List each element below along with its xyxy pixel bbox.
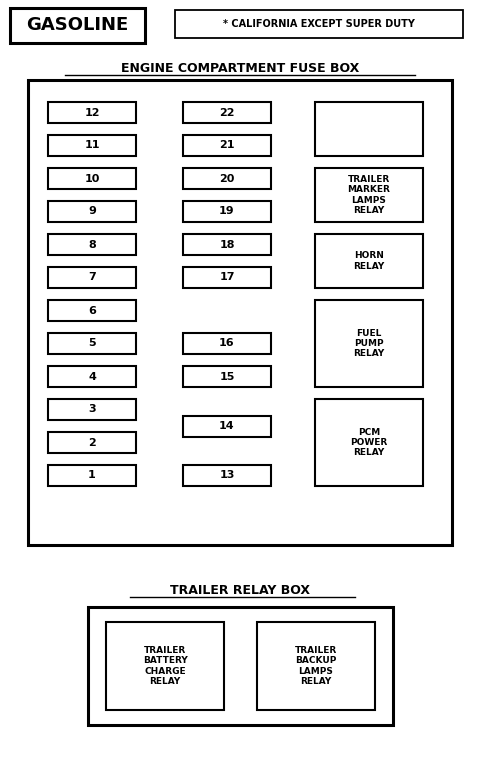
Bar [48, 135, 136, 156]
Text: 20: 20 [219, 174, 235, 183]
Bar [183, 416, 271, 436]
Text: 5: 5 [88, 338, 96, 348]
Text: 12: 12 [84, 107, 100, 117]
Bar [48, 366, 136, 387]
Text: 4: 4 [88, 371, 96, 381]
Text: 3: 3 [88, 405, 96, 414]
Text: GASOLINE: GASOLINE [26, 16, 129, 34]
Text: TRAILER
BATTERY
CHARGE
RELAY: TRAILER BATTERY CHARGE RELAY [143, 646, 187, 686]
Text: 19: 19 [219, 207, 235, 217]
Bar [315, 300, 423, 387]
Bar [48, 300, 136, 321]
Bar [315, 168, 423, 222]
Text: 21: 21 [219, 140, 235, 150]
Bar [28, 80, 452, 545]
Text: 16: 16 [219, 338, 235, 348]
Text: FUEL
PUMP
RELAY: FUEL PUMP RELAY [353, 329, 384, 359]
Bar [183, 102, 271, 123]
Text: 6: 6 [88, 305, 96, 316]
Bar [88, 607, 393, 725]
Bar [48, 168, 136, 189]
Text: 10: 10 [84, 174, 100, 183]
Text: 11: 11 [84, 140, 100, 150]
Bar [315, 102, 423, 156]
Bar [48, 201, 136, 222]
Text: 22: 22 [219, 107, 235, 117]
Text: 8: 8 [88, 240, 96, 250]
Bar [48, 234, 136, 255]
Text: TRAILER
BACKUP
LAMPS
RELAY: TRAILER BACKUP LAMPS RELAY [295, 646, 337, 686]
Bar [183, 333, 271, 354]
Bar [48, 432, 136, 453]
Bar [10, 8, 145, 43]
Bar [183, 267, 271, 288]
Text: ENGINE COMPARTMENT FUSE BOX: ENGINE COMPARTMENT FUSE BOX [121, 62, 359, 74]
Text: 17: 17 [219, 272, 235, 283]
Bar [315, 234, 423, 288]
Bar [48, 267, 136, 288]
Bar [48, 465, 136, 486]
Text: 7: 7 [88, 272, 96, 283]
Text: 18: 18 [219, 240, 235, 250]
Text: TRAILER RELAY BOX: TRAILER RELAY BOX [170, 583, 310, 597]
Text: * CALIFORNIA EXCEPT SUPER DUTY: * CALIFORNIA EXCEPT SUPER DUTY [223, 19, 415, 29]
Text: 13: 13 [219, 471, 235, 481]
Bar [183, 135, 271, 156]
Bar [315, 399, 423, 486]
Text: 14: 14 [219, 421, 235, 431]
Bar [183, 465, 271, 486]
Text: 9: 9 [88, 207, 96, 217]
Text: 15: 15 [219, 371, 235, 381]
Bar [183, 168, 271, 189]
Text: TRAILER
MARKER
LAMPS
RELAY: TRAILER MARKER LAMPS RELAY [348, 175, 390, 215]
Text: 2: 2 [88, 438, 96, 448]
Bar [183, 201, 271, 222]
Bar [257, 622, 375, 710]
Bar [48, 399, 136, 420]
Bar [106, 622, 224, 710]
Text: HORN
RELAY: HORN RELAY [353, 251, 384, 271]
Text: 1: 1 [88, 471, 96, 481]
Bar [183, 234, 271, 255]
Bar [48, 102, 136, 123]
Text: PCM
POWER
RELAY: PCM POWER RELAY [350, 428, 388, 457]
Bar [175, 10, 463, 38]
Bar [48, 333, 136, 354]
Bar [183, 366, 271, 387]
